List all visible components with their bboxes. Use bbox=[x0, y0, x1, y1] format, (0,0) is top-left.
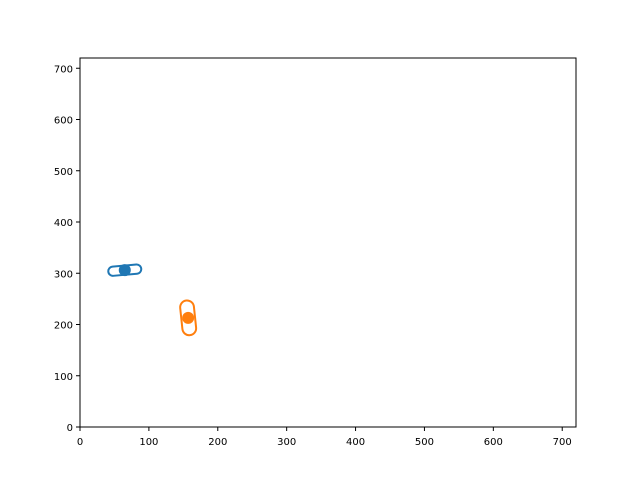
y-tick-label: 0 bbox=[67, 423, 73, 434]
y-tick-label: 300 bbox=[54, 269, 73, 280]
y-tick-label: 500 bbox=[54, 167, 73, 178]
y-tick-label: 100 bbox=[54, 372, 73, 383]
plot-frame bbox=[79, 57, 577, 428]
x-tick-label: 400 bbox=[346, 437, 365, 448]
x-tick-label: 0 bbox=[77, 437, 83, 448]
series-1 bbox=[107, 263, 143, 277]
y-tick-label: 700 bbox=[54, 64, 73, 75]
y-tick-label: 400 bbox=[54, 218, 73, 229]
y-tick-label: 600 bbox=[54, 116, 73, 127]
x-axis: 0 100 200 300 400 500 600 700 bbox=[77, 427, 572, 448]
x-tick-label: 700 bbox=[553, 437, 572, 448]
x-tick-label: 100 bbox=[139, 437, 158, 448]
x-tick-label: 200 bbox=[208, 437, 227, 448]
y-tick-label: 200 bbox=[54, 321, 73, 332]
series-2 bbox=[179, 299, 198, 337]
chart-marks bbox=[107, 263, 198, 337]
y-axis: 0 100 200 300 400 500 600 700 bbox=[54, 64, 80, 434]
series-2-outline bbox=[179, 299, 198, 337]
x-tick-label: 500 bbox=[415, 437, 434, 448]
series-2-point-1 bbox=[182, 311, 195, 324]
series-1-point-1 bbox=[118, 264, 131, 277]
plot-area bbox=[80, 58, 576, 427]
x-tick-label: 600 bbox=[484, 437, 503, 448]
x-tick-label: 300 bbox=[277, 437, 296, 448]
